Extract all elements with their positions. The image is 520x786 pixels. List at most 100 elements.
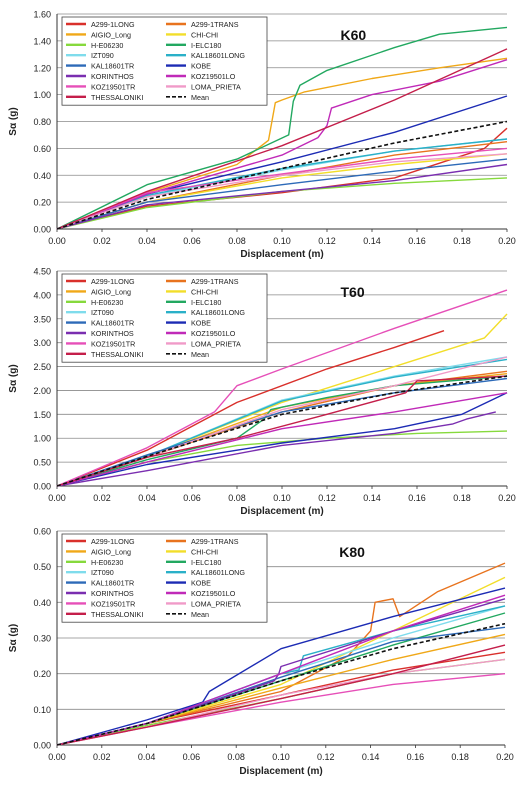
legend-entry: KORINTHOS: [91, 329, 134, 338]
legend-entry: KAL18601LONG: [191, 51, 245, 60]
y-tick-label: 0.50: [33, 562, 51, 572]
x-tick-label: 0.16: [408, 493, 426, 503]
series-line-thessaloniki: [56, 644, 506, 746]
series-line-aigio-long: [56, 57, 508, 230]
legend-entry: KAL18601TR: [91, 579, 134, 588]
legend-entry: A299-1LONG: [91, 20, 135, 29]
legend-entry: KOZ19501LO: [191, 589, 236, 598]
legend-entry: Mean: [191, 350, 209, 359]
y-tick-label: 1.50: [33, 410, 51, 420]
x-tick-label: 0.04: [138, 752, 156, 762]
series-line-i-elc180: [56, 26, 508, 230]
x-tick-label: 0.06: [183, 236, 201, 246]
series-line-kobe: [56, 392, 508, 487]
legend-entry: A299-1TRANS: [191, 20, 239, 29]
y-tick-label: 1.60: [33, 10, 51, 20]
legend: A299-1LONG A299-1TRANS AIGIO_Long CHI-CHI H-…: [61, 273, 268, 363]
legend-entry: AIGIO_Long: [91, 287, 131, 296]
y-axis-label: Sα (g): [8, 364, 19, 392]
legend-entry: KOBE: [191, 579, 211, 588]
y-tick-label: 1.40: [33, 36, 51, 46]
x-tick-label: 0.00: [48, 236, 66, 246]
series-line-a299-1trans: [56, 562, 506, 746]
legend-entry: LOMA_PRIETA: [191, 599, 241, 608]
x-tick-label: 0.20: [496, 752, 514, 762]
x-tick-label: 0.18: [451, 752, 469, 762]
y-tick-label: 2.50: [33, 362, 51, 372]
x-tick-label: 0.20: [498, 236, 516, 246]
series-line-kal18601tr: [56, 377, 508, 487]
x-tick-label: 0.14: [363, 493, 381, 503]
series-lines: [56, 26, 508, 230]
y-axis-label: Sα (g): [8, 624, 19, 652]
y-tick-label: 3.00: [33, 338, 51, 348]
x-tick-label: 0.14: [363, 236, 381, 246]
legend-entry: KOZ19501TR: [91, 599, 135, 608]
x-tick-label: 0.00: [48, 752, 66, 762]
legend-entry: IZT090: [91, 568, 114, 577]
y-tick-label: 4.50: [33, 267, 51, 277]
y-tick-label: 0.60: [33, 527, 51, 537]
series-line-korinthos: [56, 411, 496, 487]
legend-entry: KORINTHOS: [91, 589, 134, 598]
x-axis-label: Displacement (m): [239, 766, 322, 777]
legend-entry: A299-1LONG: [91, 537, 135, 546]
legend-entry: THESSALONIKI: [91, 93, 143, 102]
legend-entry: H-E06230: [91, 558, 123, 567]
chart-title: K60: [341, 27, 367, 43]
legend: A299-1LONG A299-1TRANS AIGIO_Long CHI-CHI H-…: [61, 533, 268, 623]
chart-title: K80: [339, 544, 365, 560]
x-tick-label: 0.16: [407, 752, 425, 762]
x-tick-label: 0.08: [228, 236, 246, 246]
legend-entry: LOMA_PRIETA: [191, 339, 241, 348]
chart-k80: 0.00 0.10 0.20 0.30 0.40 0.50 0.60 0.00 0.02 0.04…: [8, 527, 514, 778]
y-axis-label: Sα (g): [8, 107, 19, 135]
legend-entry: KOZ19501TR: [91, 82, 135, 91]
y-tick-label: 0.00: [33, 741, 51, 751]
series-line-kobe: [56, 587, 506, 746]
series-line-koz19501tr: [56, 289, 508, 487]
legend-entry: A299-1TRANS: [191, 277, 239, 286]
legend-entry: THESSALONIKI: [91, 350, 143, 359]
legend-entry: AIGIO_Long: [91, 547, 131, 556]
series-line-a299-1long: [56, 330, 445, 487]
y-tick-label: 1.00: [33, 434, 51, 444]
x-tick-label: 0.08: [228, 493, 246, 503]
legend-entry: KOZ19501LO: [191, 72, 236, 81]
series-line-i-elc180: [56, 612, 506, 746]
legend-entry: KAL18601LONG: [191, 308, 245, 317]
legend-entry: KORINTHOS: [91, 72, 134, 81]
y-tick-label: 0.10: [33, 705, 51, 715]
y-tick-label: 0.30: [33, 634, 51, 644]
legend-entry: THESSALONIKI: [91, 610, 143, 619]
y-tick-label: 0.20: [33, 198, 51, 208]
x-tick-label: 0.18: [453, 236, 471, 246]
legend-entry: A299-1TRANS: [191, 537, 239, 546]
x-tick-label: 0.02: [93, 236, 111, 246]
y-tick-label: 1.20: [33, 63, 51, 73]
series-line-koz19501lo: [56, 392, 508, 487]
series-line-kal18601long: [56, 138, 508, 230]
x-axis-label: Displacement (m): [240, 506, 323, 517]
x-tick-label: 0.14: [362, 752, 380, 762]
series-line-thessaloniki: [56, 375, 508, 487]
y-tick-label: 1.00: [33, 90, 51, 100]
x-tick-label: 0.12: [318, 493, 336, 503]
series-line-kal18601tr: [56, 158, 508, 230]
x-tick-label: 0.16: [408, 236, 426, 246]
y-tick-label: 0.60: [33, 144, 51, 154]
legend-entry: KAL18601LONG: [191, 568, 245, 577]
x-tick-label: 0.12: [318, 236, 336, 246]
legend-entry: CHI-CHI: [191, 30, 218, 39]
legend-entry: H-E06230: [91, 298, 123, 307]
legend-entry: I-ELC180: [191, 558, 221, 567]
y-tick-label: 0.80: [33, 117, 51, 127]
y-tick-label: 2.00: [33, 386, 51, 396]
series-line-thessaloniki: [56, 48, 508, 230]
y-tick-label: 0.00: [33, 225, 51, 235]
series-line-izt090: [56, 605, 506, 746]
legend-entry: KOBE: [191, 319, 211, 328]
series-line-mean: [56, 375, 508, 487]
legend-box: [61, 16, 268, 106]
